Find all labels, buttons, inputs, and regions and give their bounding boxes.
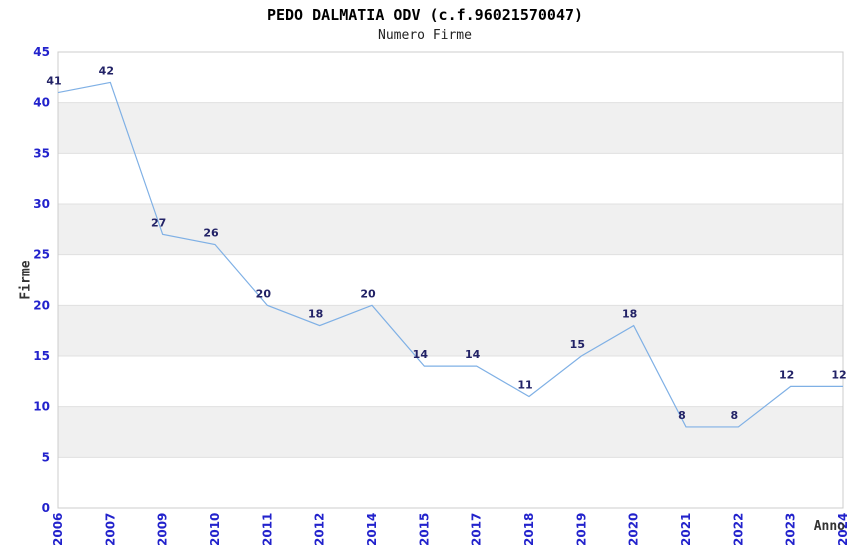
value-label: 42 [99,64,114,77]
y-tick-label: 15 [33,349,50,363]
value-label: 18 [308,308,323,321]
value-label: 26 [203,227,219,240]
x-tick-label: 2024 [836,513,850,546]
x-tick-label: 2009 [156,513,170,546]
page-title: PEDO DALMATIA ODV (c.f.96021570047) [266,6,584,24]
x-axis-label: Anno [813,519,845,534]
value-label: 41 [46,75,61,88]
y-tick-label: 10 [33,400,50,414]
x-tick-label: 2006 [51,513,65,546]
x-tick-label: 2021 [679,513,693,546]
x-tick-label: 2022 [731,513,745,546]
value-label: 11 [517,379,532,392]
value-label: 12 [831,368,846,381]
y-tick-label: 5 [42,450,50,464]
y-tick-label: 45 [33,45,50,59]
x-tick-label: 2011 [260,513,274,546]
y-tick-label: 0 [42,501,50,515]
value-label: 14 [465,348,481,361]
x-tick-label: 2007 [103,513,117,546]
x-tick-label: 2023 [784,513,798,546]
y-tick-label: 35 [33,146,50,160]
y-tick-label: 30 [33,197,50,211]
x-tick-label: 2017 [470,513,484,546]
grid-band [58,406,843,458]
value-label: 27 [151,216,166,229]
y-axis-label: Firme [18,260,34,300]
value-label: 8 [731,409,739,422]
y-tick-label: 25 [33,248,50,262]
x-tick-label: 2015 [417,513,431,546]
x-tick-label: 2014 [365,513,379,546]
data-line [57,81,843,428]
page-subtitle: Numero Firme [378,28,472,43]
x-tick-label: 2020 [627,513,641,546]
grid-band [58,102,843,154]
value-label: 14 [413,348,429,361]
x-tick-label: 2018 [522,513,536,546]
grid-band [58,305,843,356]
value-label: 20 [256,287,272,300]
plot-border [57,51,844,509]
value-label: 20 [360,287,376,300]
value-label: 18 [622,308,637,321]
x-tick-label: 2019 [574,513,588,546]
x-tick-label: 2010 [208,513,222,546]
value-label: 12 [779,368,794,381]
y-tick-label: 40 [33,96,50,110]
y-tick-label: 20 [33,298,50,312]
grid-band [58,204,843,255]
x-tick-label: 2012 [313,513,327,546]
value-label: 8 [678,409,686,422]
value-label: 15 [570,338,585,351]
